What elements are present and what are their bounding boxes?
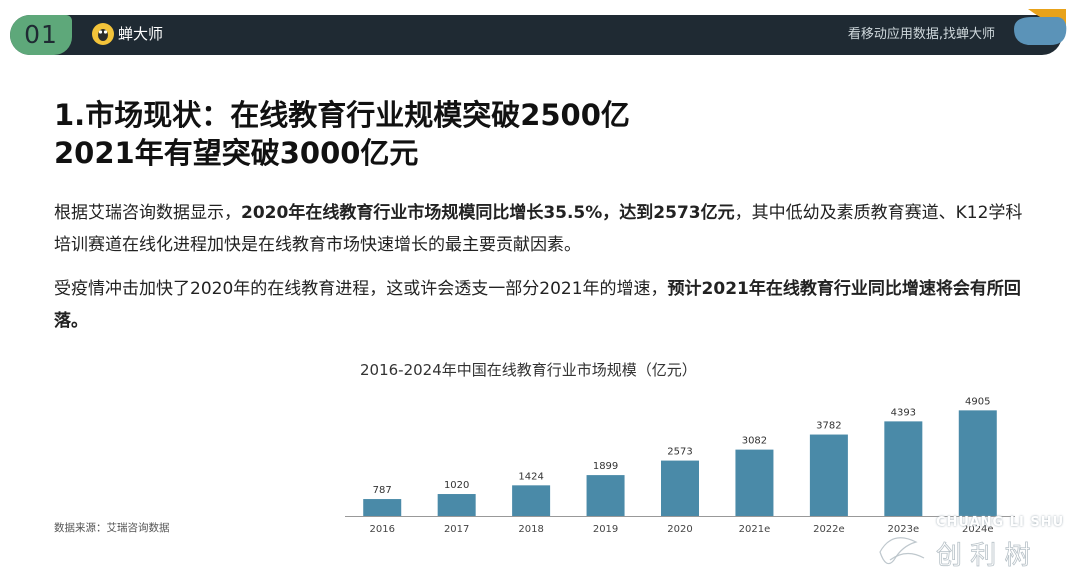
- page-title: 1.市场现状：在线教育行业规模突破2500亿 2021年有望突破3000亿元: [54, 96, 630, 172]
- x-tick-label-2017: 2017: [444, 524, 469, 535]
- x-tick-label-2023e: 2023e: [888, 524, 920, 535]
- data-label-2022e: 3782: [816, 421, 841, 432]
- x-tick-label-2020: 2020: [667, 524, 692, 535]
- bar-2019: [586, 475, 625, 516]
- x-tick-label-2016: 2016: [369, 524, 394, 535]
- data-label-2019: 1899: [593, 461, 618, 472]
- bar-2024e: [958, 410, 997, 516]
- x-tick-label-2018: 2018: [518, 524, 543, 535]
- data-label-2018: 1424: [518, 471, 543, 482]
- x-tick-label-2024e: 2024e: [962, 524, 994, 535]
- data-label-2017: 1020: [444, 480, 469, 491]
- bar-2023e: [884, 421, 923, 516]
- header-slogan: 看移动应用数据,找蝉大师: [847, 27, 995, 42]
- brand-name: 蝉大师: [118, 25, 164, 43]
- corner-decoration-icon: [1014, 9, 1067, 45]
- section-number-badge: 01: [10, 15, 72, 55]
- bar-2017: [437, 494, 476, 516]
- cicada-logo-icon: [92, 23, 114, 45]
- paragraph-1-text-b: ，其中低幼及素质教育赛道、K12学科培训赛道在线化进程加快是在线教育市场快速增长…: [54, 203, 1023, 255]
- data-label-2020: 2573: [667, 447, 692, 458]
- paragraph-1-highlight: 2020年在线教育行业市场规模同比增长35.5%，达到2573亿元: [241, 203, 735, 223]
- title-line-2: 2021年有望突破3000亿元: [54, 136, 419, 170]
- data-label-2016: 787: [373, 485, 392, 496]
- bar-2022e: [809, 434, 848, 516]
- watermark-text: CHUANG LI SHU: [936, 515, 1065, 530]
- title-line-1: 1.市场现状：在线教育行业规模突破2500亿: [54, 98, 630, 132]
- bar-2018: [512, 485, 551, 516]
- bar-2020: [661, 460, 699, 516]
- x-tick-label-2022e: 2022e: [813, 524, 845, 535]
- watermark-chars: 创 利 树: [936, 541, 1031, 571]
- header-bar: [10, 15, 1062, 55]
- bar-2016: [363, 499, 402, 516]
- bar-2021e: [735, 449, 774, 516]
- data-label-2023e: 4393: [891, 407, 916, 418]
- paragraph-1: 根据艾瑞咨询数据显示，2020年在线教育行业市场规模同比增长35.5%，达到25…: [54, 197, 1034, 261]
- data-source-note: 数据来源：艾瑞咨询数据: [54, 522, 170, 534]
- data-label-2021e: 3082: [742, 436, 767, 447]
- watermark-logo-icon: 创 利 树: [879, 537, 1031, 571]
- x-tick-label-2021e: 2021e: [739, 524, 771, 535]
- chart-title: 2016-2024年中国在线教育行业市场规模（亿元）: [360, 361, 697, 379]
- paragraph-1-text-a: 根据艾瑞咨询数据显示，: [54, 203, 241, 223]
- x-tick-label-2019: 2019: [593, 524, 618, 535]
- bar-chart: 787 2016 1020 2017 1424 2018 1899 2019 2573 2020 3…: [345, 396, 1015, 535]
- paragraph-2: 受疫情冲击加快了2020年的在线教育进程，这或许会透支一部分2021年的增速，预…: [54, 273, 1034, 337]
- paragraph-2-highlight: 预计2021年在线教育行业同比增速将会有所回落。: [54, 279, 1021, 331]
- data-label-2024e: 4905: [965, 396, 990, 407]
- paragraph-2-text-a: 受疫情冲击加快了2020年的在线教育进程，这或许会透支一部分2021年的增速，: [54, 279, 668, 299]
